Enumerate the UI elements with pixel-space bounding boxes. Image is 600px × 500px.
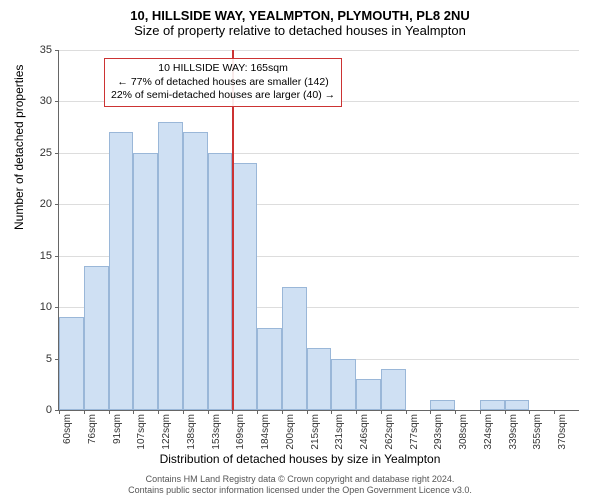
x-axis-label: Distribution of detached houses by size … — [0, 452, 600, 466]
histogram-bar — [282, 287, 307, 410]
xtick-label: 138sqm — [186, 414, 197, 450]
xtick-mark — [381, 410, 382, 414]
xtick-label: 277sqm — [409, 414, 420, 450]
chart-area: 60sqm76sqm91sqm107sqm122sqm138sqm153sqm1… — [58, 50, 578, 410]
xtick-label: 355sqm — [532, 414, 543, 450]
xtick-mark — [109, 410, 110, 414]
xtick-mark — [430, 410, 431, 414]
xtick-label: 107sqm — [136, 414, 147, 450]
ytick-mark — [55, 204, 59, 205]
histogram-bar — [133, 153, 158, 410]
annotation-line: 10 HILLSIDE WAY: 165sqm — [111, 62, 335, 76]
xtick-label: 231sqm — [334, 414, 345, 450]
footer-line-1: Contains HM Land Registry data © Crown c… — [0, 474, 600, 486]
xtick-label: 153sqm — [211, 414, 222, 450]
histogram-bar — [109, 132, 134, 410]
xtick-mark — [183, 410, 184, 414]
xtick-label: 60sqm — [62, 414, 73, 444]
ytick-label: 10 — [22, 301, 52, 313]
ytick-label: 15 — [22, 250, 52, 262]
xtick-mark — [455, 410, 456, 414]
footer-line-2: Contains public sector information licen… — [0, 485, 600, 497]
histogram-bar — [480, 400, 505, 410]
xtick-mark — [208, 410, 209, 414]
annotation-line: 22% of semi-detached houses are larger (… — [111, 89, 335, 103]
ytick-mark — [55, 307, 59, 308]
histogram-bar — [430, 400, 455, 410]
histogram-bar — [183, 132, 208, 410]
xtick-label: 246sqm — [359, 414, 370, 450]
ytick-label: 20 — [22, 198, 52, 210]
xtick-mark — [406, 410, 407, 414]
annotation-box: 10 HILLSIDE WAY: 165sqm← 77% of detached… — [104, 58, 342, 107]
plot-region: 60sqm76sqm91sqm107sqm122sqm138sqm153sqm1… — [58, 50, 579, 411]
histogram-bar — [505, 400, 530, 410]
ytick-label: 30 — [22, 95, 52, 107]
grid-line — [59, 50, 579, 51]
xtick-mark — [84, 410, 85, 414]
xtick-mark — [282, 410, 283, 414]
xtick-label: 308sqm — [458, 414, 469, 450]
xtick-mark — [331, 410, 332, 414]
histogram-bar — [381, 369, 406, 410]
xtick-mark — [158, 410, 159, 414]
xtick-label: 293sqm — [433, 414, 444, 450]
ytick-mark — [55, 101, 59, 102]
page-title: 10, HILLSIDE WAY, YEALMPTON, PLYMOUTH, P… — [0, 0, 600, 23]
xtick-mark — [257, 410, 258, 414]
histogram-bar — [331, 359, 356, 410]
histogram-bar — [307, 348, 332, 410]
xtick-label: 76sqm — [87, 414, 98, 444]
histogram-bar — [59, 317, 84, 410]
xtick-mark — [529, 410, 530, 414]
ytick-label: 25 — [22, 147, 52, 159]
xtick-mark — [505, 410, 506, 414]
xtick-label: 370sqm — [557, 414, 568, 450]
histogram-bar — [84, 266, 109, 410]
page-subtitle: Size of property relative to detached ho… — [0, 23, 600, 42]
xtick-mark — [133, 410, 134, 414]
xtick-label: 215sqm — [310, 414, 321, 450]
xtick-mark — [232, 410, 233, 414]
ytick-label: 35 — [22, 44, 52, 56]
xtick-label: 324sqm — [483, 414, 494, 450]
xtick-mark — [356, 410, 357, 414]
xtick-label: 122sqm — [161, 414, 172, 450]
chart-container: 10, HILLSIDE WAY, YEALMPTON, PLYMOUTH, P… — [0, 0, 600, 500]
ytick-mark — [55, 153, 59, 154]
xtick-label: 169sqm — [235, 414, 246, 450]
xtick-label: 184sqm — [260, 414, 271, 450]
xtick-mark — [59, 410, 60, 414]
xtick-mark — [480, 410, 481, 414]
histogram-bar — [208, 153, 233, 410]
ytick-mark — [55, 50, 59, 51]
ytick-mark — [55, 256, 59, 257]
xtick-label: 339sqm — [508, 414, 519, 450]
ytick-label: 0 — [22, 404, 52, 416]
histogram-bar — [257, 328, 282, 410]
footer-attribution: Contains HM Land Registry data © Crown c… — [0, 474, 600, 497]
xtick-mark — [554, 410, 555, 414]
xtick-label: 91sqm — [112, 414, 123, 444]
ytick-label: 5 — [22, 353, 52, 365]
xtick-label: 200sqm — [285, 414, 296, 450]
histogram-bar — [158, 122, 183, 410]
histogram-bar — [356, 379, 381, 410]
histogram-bar — [232, 163, 257, 410]
xtick-mark — [307, 410, 308, 414]
xtick-label: 262sqm — [384, 414, 395, 450]
annotation-line: ← 77% of detached houses are smaller (14… — [111, 76, 335, 90]
